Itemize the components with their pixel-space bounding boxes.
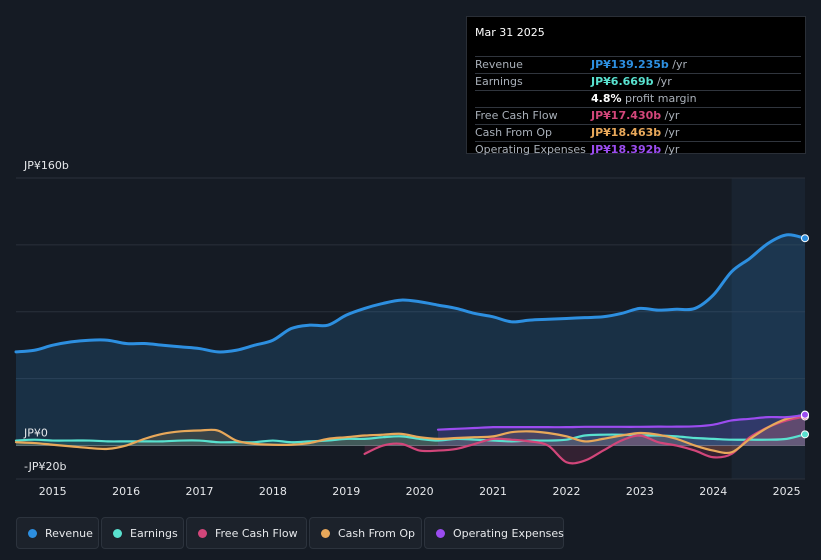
cash_from_op-line[interactable] [14, 413, 807, 455]
legend-dot-icon [198, 529, 207, 538]
y-tick-label: JP¥0 [23, 427, 48, 440]
legend-dot-icon [113, 529, 122, 538]
legend-item-revenue[interactable]: Revenue [16, 517, 99, 549]
gridlines [16, 177, 805, 480]
tooltip-row-value: 4.8% profit margin [591, 92, 697, 105]
tooltip-row-label: Cash From Op [475, 126, 553, 139]
free_cash_flow-area [364, 416, 805, 464]
earnings-end-dot [801, 430, 809, 439]
x-tick-label: 2025 [773, 485, 801, 498]
tooltip-row: Revenue JP¥139.235b /yr [467, 56, 807, 73]
series-end-dots [801, 234, 809, 439]
tooltip-value-number: JP¥139.235b [591, 58, 669, 71]
tooltip-row-label: Earnings [475, 75, 523, 88]
x-tick-label: 2022 [552, 485, 580, 498]
y-axis-labels: JP¥160b JP¥0 -JP¥20b [23, 159, 69, 473]
operating_expenses-line[interactable] [436, 413, 807, 431]
tooltip-value-number: JP¥18.392b [591, 143, 662, 156]
revenue-end-dot [801, 234, 809, 243]
highlight-rect [731, 178, 805, 479]
tooltip-row-label: Operating Expenses [475, 143, 586, 156]
x-tick-label: 2020 [406, 485, 434, 498]
tooltip-row: Free Cash Flow JP¥17.430b /yr [467, 107, 807, 124]
x-tick-label: 2023 [626, 485, 654, 498]
tooltip: Mar 31 2025 Revenue JP¥139.235b /yr Earnin… [466, 16, 807, 156]
x-tick-label: 2017 [185, 485, 213, 498]
tooltip-value-unit: /yr [653, 75, 672, 88]
tooltip-date: Mar 31 2025 [475, 26, 545, 39]
legend-item-operating-expenses[interactable]: Operating Expenses [424, 517, 564, 549]
x-tick-label: 2016 [112, 485, 140, 498]
x-tick-label: 2019 [332, 485, 360, 498]
legend-label: Revenue [45, 527, 93, 540]
tooltip-row-value: JP¥17.430b /yr [591, 109, 679, 122]
legend-dot-icon [321, 529, 330, 538]
tooltip-row: Earnings JP¥6.669b /yr [467, 73, 807, 90]
legend-item-earnings[interactable]: Earnings [101, 517, 184, 549]
y-tick-label: JP¥160b [23, 159, 69, 172]
tooltip-value-unit: /yr [661, 143, 680, 156]
legend-item-cash-from-op[interactable]: Cash From Op [309, 517, 422, 549]
legend-item-free-cash-flow[interactable]: Free Cash Flow [186, 517, 307, 549]
earnings-line[interactable] [14, 433, 807, 444]
highlight-band [731, 178, 805, 479]
tooltip-row: Cash From Op JP¥18.463b /yr [467, 124, 807, 141]
tooltip-row-label: Free Cash Flow [475, 109, 558, 122]
legend-label: Free Cash Flow [215, 527, 298, 540]
tooltip-row-label: Revenue [475, 58, 523, 71]
tooltip-value-unit: /yr [661, 126, 680, 139]
tooltip-row-value: JP¥18.392b /yr [591, 143, 679, 156]
tooltip-row: Operating Expenses JP¥18.392b /yr [467, 141, 807, 158]
legend-label: Earnings [130, 527, 178, 540]
revenue-area [16, 234, 805, 446]
operating_expenses-end-dot [801, 410, 809, 419]
tooltip-row-value: JP¥6.669b /yr [591, 75, 672, 88]
x-tick-label: 2021 [479, 485, 507, 498]
tooltip-value-number: JP¥18.463b [591, 126, 662, 139]
tooltip-value-unit: /yr [668, 58, 688, 71]
tooltip-row: 4.8% profit margin [467, 90, 807, 107]
legend-dot-icon [28, 529, 37, 538]
tooltip-value-unit: /yr [661, 109, 680, 122]
y-tick-label: -JP¥20b [24, 460, 66, 473]
tooltip-value-unit: profit margin [621, 92, 697, 105]
tooltip-row-value: JP¥139.235b /yr [591, 58, 687, 71]
tooltip-value-number: 4.8% [591, 92, 622, 105]
x-tick-label: 2018 [259, 485, 287, 498]
tooltip-value-number: JP¥17.430b [591, 109, 662, 122]
cash_from_op-area [16, 414, 805, 453]
free_cash_flow-line[interactable] [363, 415, 807, 465]
tooltip-row-value: JP¥18.463b /yr [591, 126, 679, 139]
legend-dot-icon [436, 529, 445, 538]
revenue-line[interactable] [14, 233, 807, 354]
x-tick-label: 2024 [699, 485, 727, 498]
series-areas [16, 234, 805, 464]
series-lines [14, 233, 807, 465]
x-tick-label: 2015 [39, 485, 67, 498]
legend-label: Cash From Op [338, 527, 416, 540]
legend-label: Operating Expenses [453, 527, 564, 540]
tooltip-value-number: JP¥6.669b [591, 75, 654, 88]
x-axis-labels: 2015 2016 2017 2018 2019 2020 2021 2022 2023 2024… [39, 485, 801, 498]
